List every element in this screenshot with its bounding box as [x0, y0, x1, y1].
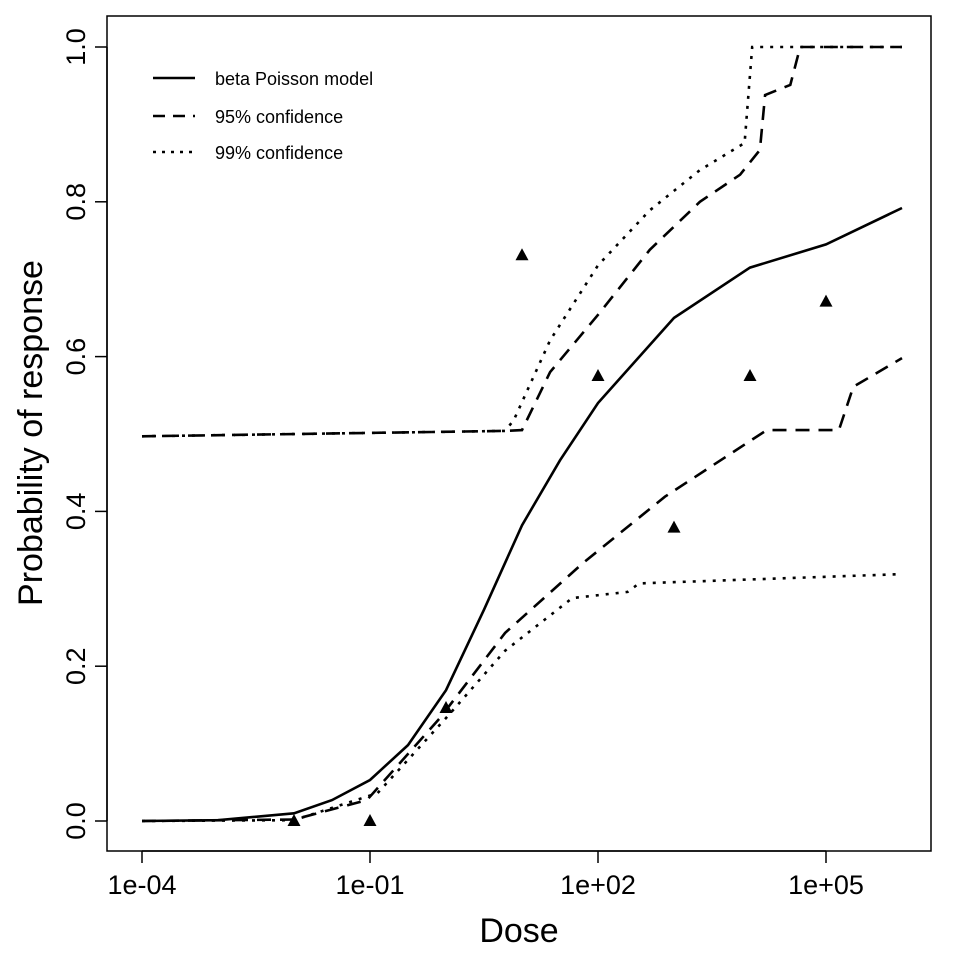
data-point-triangle	[743, 368, 757, 381]
y-axis: 0.0 0.2 0.4 0.6 0.8 1.0	[61, 28, 108, 840]
data-point-triangle	[439, 700, 453, 713]
data-point-triangle	[287, 814, 301, 826]
x-tick-label: 1e+02	[560, 870, 636, 900]
x-axis-title: Dose	[479, 912, 558, 950]
data-point-triangle	[819, 294, 833, 307]
y-tick-label: 0.0	[61, 802, 91, 840]
legend: beta Poisson model 95% confidence 99% co…	[153, 69, 373, 163]
series-line-dashed-lower	[141, 356, 903, 823]
series-line-solid	[141, 206, 903, 823]
y-axis-title: Probability of response	[12, 260, 50, 606]
observed-points	[287, 248, 833, 826]
y-tick-label: 0.2	[61, 647, 91, 685]
data-point-triangle	[667, 520, 681, 533]
data-point-triangle	[363, 814, 377, 826]
legend-label-95: 95% confidence	[215, 107, 343, 127]
x-axis: 1e-04 1e-01 1e+02 1e+05	[107, 850, 864, 900]
y-tick-label: 0.6	[61, 338, 91, 376]
series-line-dashed-upper	[141, 45, 902, 438]
data-point-triangle	[515, 248, 529, 261]
x-tick-label: 1e-01	[335, 870, 404, 900]
plot-frame	[106, 15, 932, 852]
legend-label-model: beta Poisson model	[215, 69, 373, 89]
series-line-dotted-lower	[141, 572, 903, 823]
x-tick-label: 1e+05	[788, 870, 864, 900]
data-point-triangle	[591, 368, 605, 381]
y-tick-label: 0.4	[61, 493, 91, 531]
y-tick-label: 1.0	[61, 28, 91, 66]
series-layer	[141, 45, 903, 823]
legend-label-99: 99% confidence	[215, 143, 343, 163]
series-line-dotted-upper	[141, 45, 902, 438]
y-tick-label: 0.8	[61, 183, 91, 221]
x-tick-label: 1e-04	[107, 870, 176, 900]
